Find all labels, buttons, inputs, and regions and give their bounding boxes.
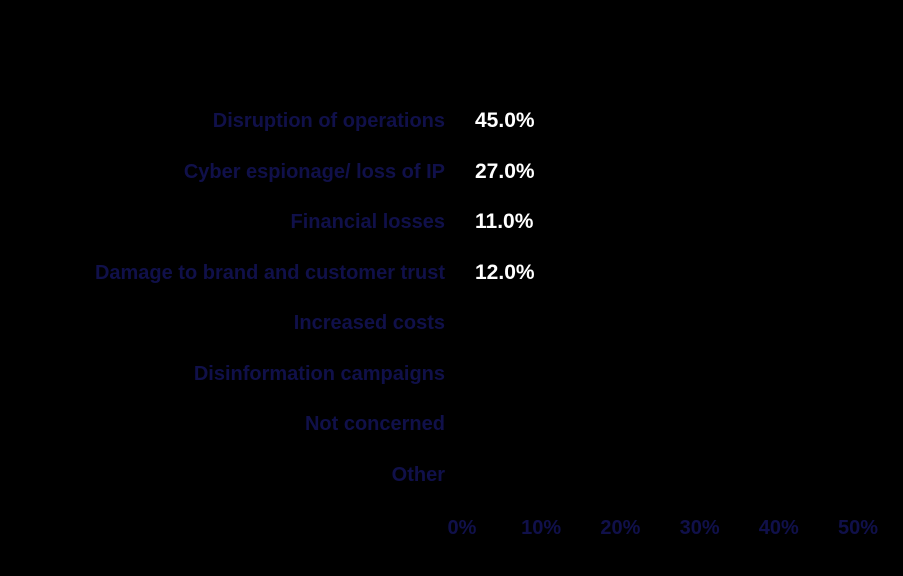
category-label: Increased costs bbox=[293, 312, 445, 335]
bar bbox=[462, 154, 676, 189]
x-tick-label: 20% bbox=[600, 517, 641, 539]
value-label: 11.0% bbox=[475, 210, 534, 234]
category-label: Disinformation campaigns bbox=[193, 362, 445, 385]
value-label: 27.0% bbox=[475, 159, 535, 183]
x-tick-label: 10% bbox=[521, 517, 562, 539]
value-label: 45.0% bbox=[475, 109, 535, 132]
x-tick-label: 40% bbox=[758, 517, 799, 539]
bar bbox=[462, 104, 819, 138]
bar bbox=[462, 255, 558, 290]
category-label: Not concerned bbox=[304, 413, 445, 436]
x-tick-label: 0% bbox=[447, 517, 477, 539]
category-label: Financial losses bbox=[290, 211, 445, 234]
x-tick-label: 30% bbox=[679, 517, 720, 539]
x-tick-label: 50% bbox=[837, 517, 879, 539]
category-label: Other bbox=[391, 463, 445, 486]
category-label: Cyber espionage/ loss of IP bbox=[183, 160, 445, 183]
value-label: 12.0% bbox=[475, 260, 535, 284]
category-label: Damage to brand and customer trust bbox=[94, 261, 445, 284]
bar bbox=[462, 205, 550, 240]
category-label: Disruption of operations bbox=[212, 110, 445, 132]
